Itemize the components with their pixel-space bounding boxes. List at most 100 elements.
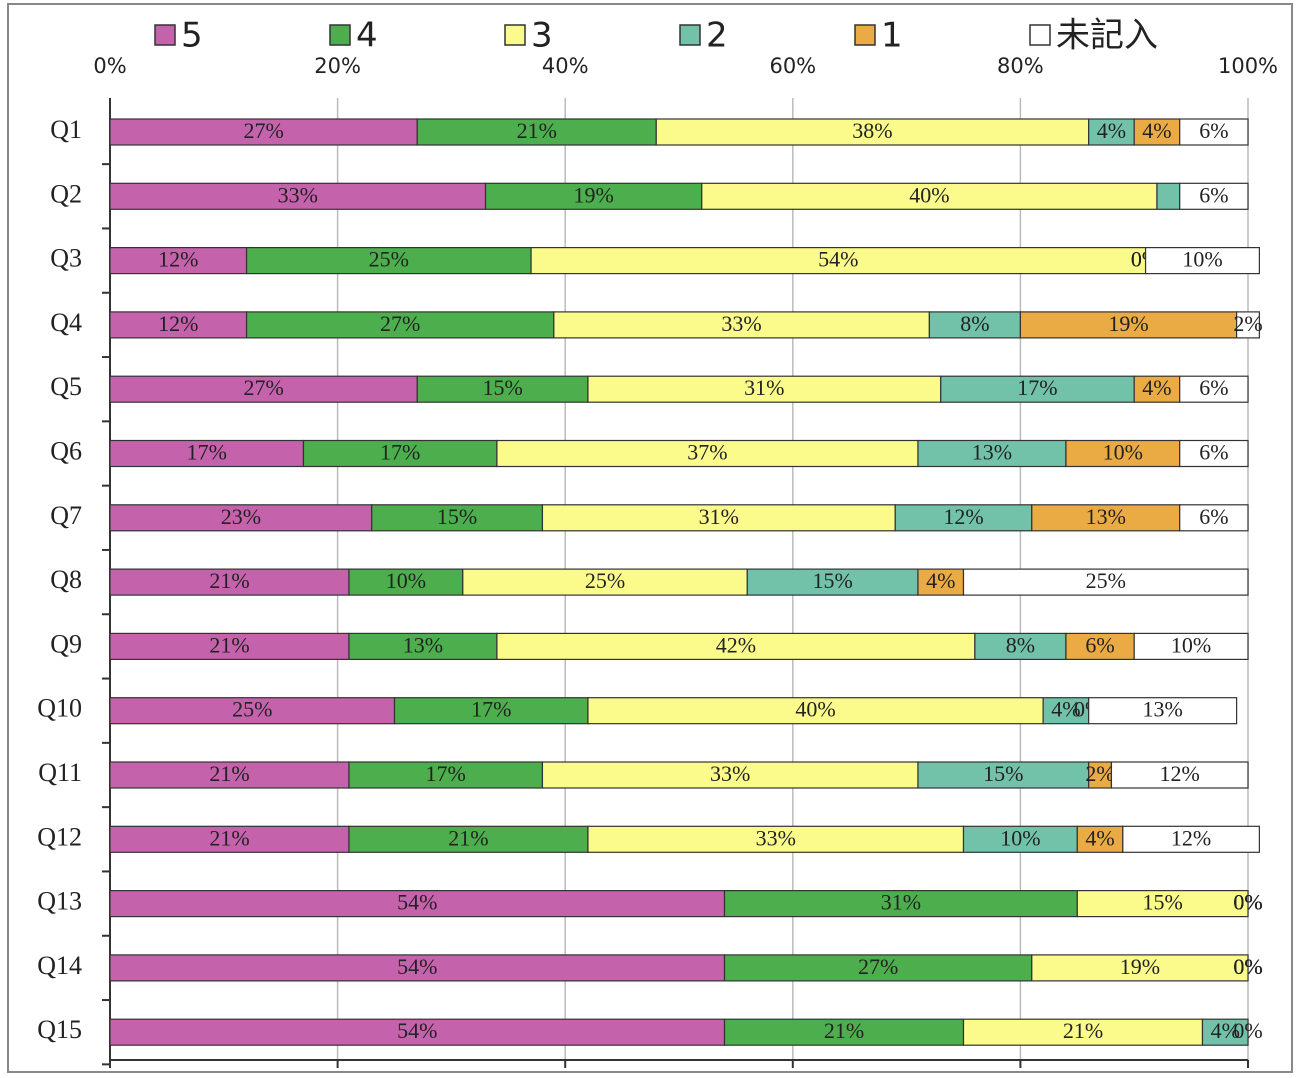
bar-segment (1110, 761, 1249, 789)
data-label: 12% (1160, 761, 1200, 786)
data-label: 38% (852, 118, 892, 143)
data-label: 21% (209, 825, 249, 850)
data-label: 21% (1063, 1018, 1103, 1043)
y-tick-label: Q13 (37, 887, 82, 916)
y-tick-label: Q6 (50, 436, 82, 465)
bar-segment (496, 439, 919, 468)
data-label: 4% (1051, 697, 1080, 722)
data-label: 6% (1199, 504, 1228, 529)
bar-segment (1088, 697, 1238, 725)
bar-segment (962, 825, 1078, 853)
data-label: 54% (397, 890, 437, 915)
bar-segment (109, 247, 248, 275)
bar-segment (109, 1018, 726, 1046)
data-label: 27% (858, 954, 898, 979)
x-tick-label: 60% (769, 54, 816, 78)
bar-segment (1065, 439, 1181, 468)
bar-segment (109, 568, 350, 596)
data-label: 19% (1120, 954, 1160, 979)
legend-label: 1 (881, 16, 903, 56)
bar-segment (1031, 954, 1249, 982)
bar-segment (348, 632, 498, 661)
data-label: 27% (243, 118, 283, 143)
legend-label: 4 (356, 16, 378, 56)
bar-segment (109, 761, 350, 789)
data-label: 6% (1085, 632, 1114, 657)
data-label: 4% (1142, 375, 1171, 400)
data-label: 0% (1233, 954, 1262, 979)
legend-label: 3 (531, 16, 553, 56)
bar-segment (701, 182, 1158, 210)
data-label: 15% (812, 568, 852, 593)
data-label: 0% (1233, 890, 1262, 915)
data-label: 15% (983, 761, 1023, 786)
y-tick-label: Q5 (50, 372, 82, 401)
data-label: 17% (187, 440, 227, 465)
data-label: 10% (1000, 825, 1040, 850)
x-tick-label: 40% (542, 54, 589, 78)
data-label: 13% (1086, 504, 1126, 529)
bar-segment (1065, 632, 1135, 661)
y-tick-label: Q15 (37, 1015, 82, 1044)
bar-segment (530, 247, 1147, 275)
data-label: 25% (1086, 568, 1126, 593)
data-label: 4% (926, 568, 955, 593)
data-label: 37% (687, 440, 727, 465)
y-tick-label: Q1 (50, 115, 82, 144)
data-label: 12% (158, 311, 198, 336)
bar-segment (917, 761, 1090, 789)
bar-segment (371, 504, 544, 532)
bar-segment (109, 697, 396, 725)
data-label: 0% (1233, 1018, 1262, 1043)
bar-segment (1179, 439, 1249, 468)
data-label: 4% (1211, 1018, 1240, 1043)
bar-segment (1156, 182, 1181, 210)
bar-segment (348, 825, 589, 853)
data-label: 23% (221, 504, 261, 529)
data-label: 21% (209, 632, 249, 657)
data-label: 33% (710, 761, 750, 786)
legend-swatch (1029, 24, 1051, 46)
bar-segment (1179, 182, 1249, 210)
bar-segment (1076, 889, 1249, 918)
data-label: 10% (386, 568, 426, 593)
data-label: 0% (1233, 890, 1262, 915)
bar-segment (723, 954, 1033, 982)
bar-segment (940, 375, 1135, 403)
legend-label: 5 (181, 16, 203, 56)
data-label: 33% (278, 182, 318, 207)
bar-segment (1144, 247, 1260, 275)
bar-segment (974, 632, 1067, 661)
bar-segment (109, 118, 418, 146)
bar-segment (962, 1018, 1204, 1046)
x-tick-label: 0% (93, 54, 126, 78)
y-tick-label: Q8 (50, 565, 82, 594)
data-label: 4% (1085, 825, 1114, 850)
data-label: 42% (716, 632, 756, 657)
y-tick-label: Q14 (37, 951, 82, 980)
y-tick-label: Q10 (37, 694, 82, 723)
data-label: 54% (397, 954, 437, 979)
data-label: 15% (437, 504, 477, 529)
data-label: 54% (818, 247, 858, 272)
data-label: 17% (426, 761, 466, 786)
data-label: 21% (824, 1018, 864, 1043)
y-tick-label: Q9 (50, 629, 82, 658)
data-label: 40% (795, 697, 835, 722)
data-label: 21% (209, 568, 249, 593)
data-label: 31% (699, 504, 739, 529)
data-label: 12% (158, 247, 198, 272)
bar-segment (587, 697, 1044, 725)
data-label: 0% (1233, 954, 1262, 979)
legend-swatch (504, 24, 526, 46)
bar-segment (1236, 311, 1260, 339)
bar-segment (746, 568, 919, 596)
data-label: 8% (960, 311, 989, 336)
bar-segment (1201, 1018, 1249, 1046)
bar-segment (917, 439, 1067, 468)
data-label: 31% (744, 375, 784, 400)
y-tick-label: Q11 (38, 758, 82, 787)
bar-segment (496, 632, 976, 661)
data-label: 21% (517, 118, 557, 143)
y-tick-label: Q7 (50, 501, 82, 530)
